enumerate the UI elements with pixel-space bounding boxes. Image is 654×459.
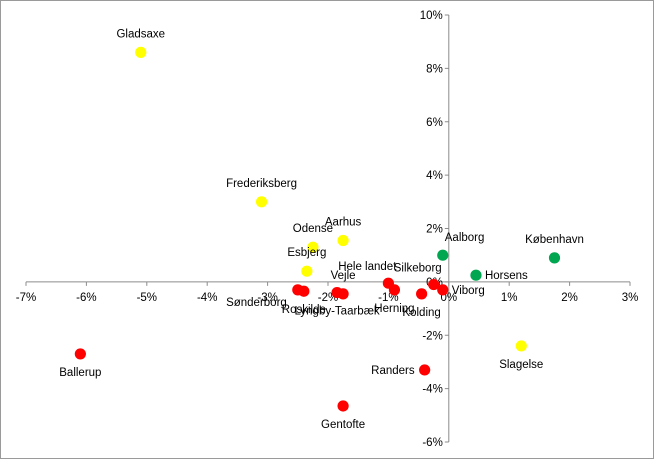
x-tick-label: -3% (257, 292, 277, 304)
label-esbjerg: Esbjerg (287, 247, 326, 259)
label-aarhus: Aarhus (325, 217, 362, 229)
label-ballerup: Ballerup (59, 367, 101, 379)
x-tick-label: 2% (561, 292, 578, 304)
label-hele-landet: Hele landet (338, 261, 397, 273)
x-tick-label: -5% (137, 292, 157, 304)
point-roskilde (298, 285, 310, 297)
label-s-nderborg: Sønderborg (226, 297, 287, 309)
y-tick-label: 6% (426, 117, 443, 129)
y-tick-label: 8% (426, 63, 443, 75)
point-frederiksberg (255, 196, 268, 208)
point-esbjerg (301, 265, 313, 277)
point-viborg (437, 284, 449, 296)
point-randers (419, 364, 431, 376)
point-aalborg (437, 249, 449, 261)
y-tick-label: -2% (422, 330, 442, 342)
x-tick-label: -6% (76, 292, 96, 304)
point-kolding (416, 288, 428, 300)
label-gentofte: Gentofte (321, 419, 365, 431)
point-gladsaxe (135, 46, 147, 58)
label-lyngby-taarb-k: Lyngby-Taarbæk (294, 306, 379, 318)
label-kolding: Kolding (402, 307, 440, 319)
label-roskilde: Roskilde (282, 304, 326, 316)
label-horsens: Horsens (485, 270, 528, 282)
point-lyngby-taarb-k (331, 286, 343, 299)
point-gentofte (337, 400, 349, 412)
point-odense (307, 241, 319, 253)
y-tick-label: -6% (422, 437, 442, 449)
x-ticks: -7% -6% -5% -4% -3% -2% -1% 0% 1% 2% 3% (16, 281, 639, 304)
label-randers: Randers (371, 365, 415, 377)
label-slagelse: Slagelse (499, 359, 543, 371)
label-viborg: Viborg (452, 285, 485, 297)
y-tick-label: 10% (420, 10, 443, 22)
label-vejle: Vejle (331, 270, 356, 282)
y-tick-label: 2% (426, 224, 443, 236)
x-tick-label: -7% (16, 292, 36, 304)
label-silkeborg: Silkeborg (394, 263, 442, 275)
point-slagelse (515, 340, 527, 352)
label-herning: Herning (374, 303, 414, 315)
y-tick-label: -4% (422, 384, 442, 396)
data-points (74, 46, 561, 412)
y-ticks: -6%-4%-2%0%2%4%6%8%10% (420, 10, 449, 449)
point-k-benhavn (548, 252, 561, 264)
label-k-benhavn: København (525, 234, 584, 246)
label-gladsaxe: Gladsaxe (116, 28, 165, 40)
label-aalborg: Aalborg (445, 232, 485, 244)
x-tick-label: -4% (197, 292, 217, 304)
point-ballerup (74, 348, 86, 360)
y-tick-label: 4% (426, 170, 443, 182)
point-silkeborg (428, 278, 440, 291)
x-tick-label: 1% (501, 292, 518, 304)
point-herning (388, 284, 401, 296)
label-frederiksberg: Frederiksberg (226, 178, 297, 190)
point-aarhus (337, 234, 349, 247)
point-horsens (470, 269, 482, 281)
label-odense: Odense (293, 223, 333, 235)
x-tick-label: 3% (622, 292, 639, 304)
